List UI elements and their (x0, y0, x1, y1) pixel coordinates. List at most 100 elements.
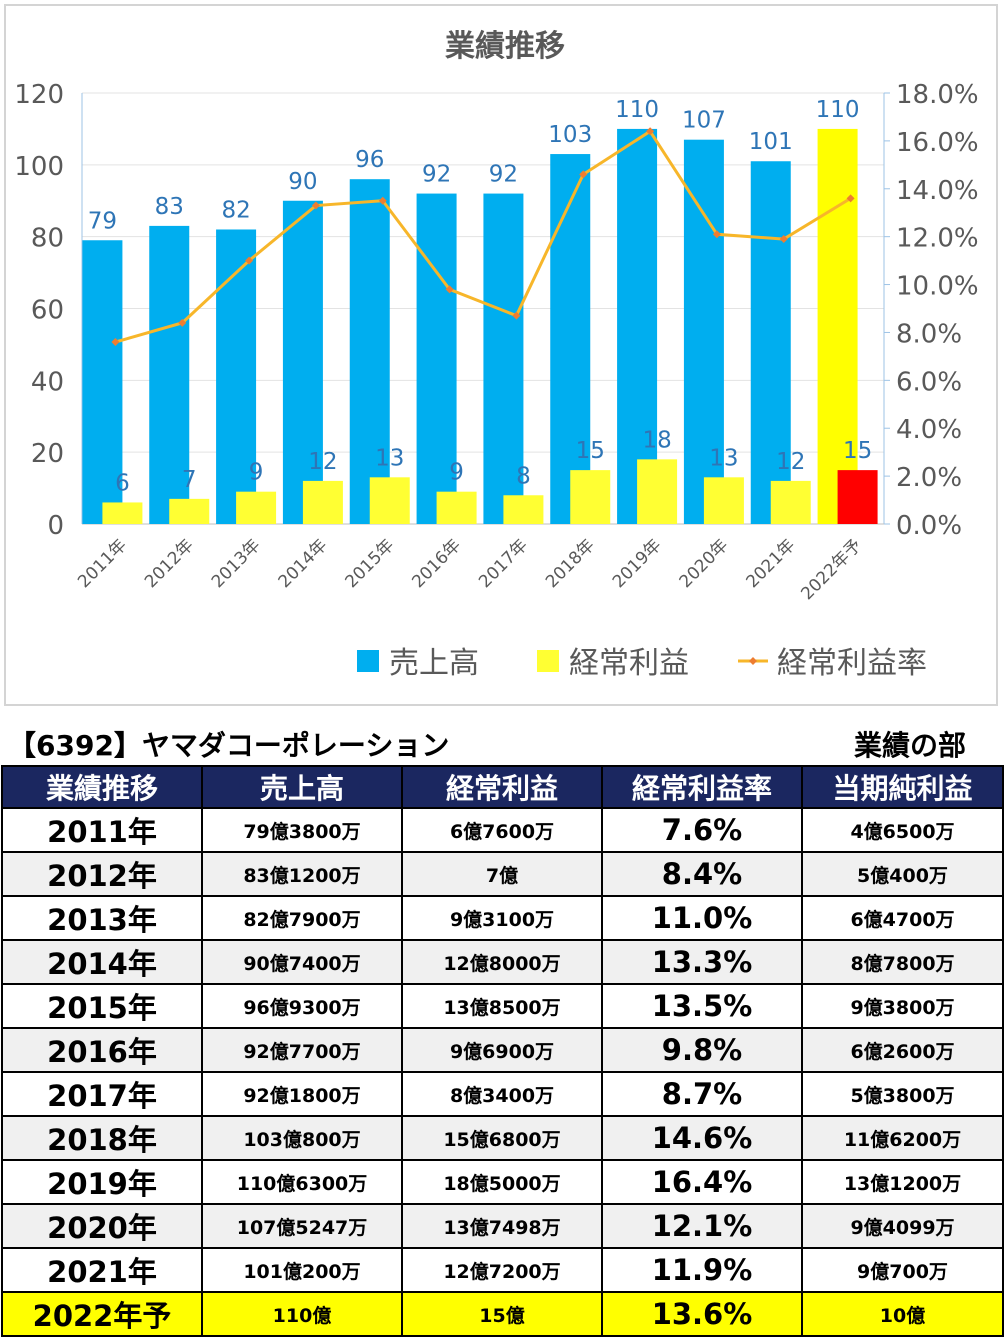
y2-tick-label: 12.0% (896, 224, 979, 254)
ordinary-profit-bar (837, 470, 878, 524)
cell-ordinary-profit: 13億7498万 (401, 1203, 603, 1249)
y-tick-label: 80 (31, 224, 64, 254)
x-tick-label: 2018年 (542, 535, 599, 592)
ordinary-profit-bar (236, 491, 277, 524)
ordinary-margin-point (579, 170, 588, 179)
x-tick-label: 2014年 (275, 535, 332, 592)
x-tick-label: 2015年 (342, 535, 399, 592)
ordinary-margin-point (111, 338, 120, 347)
cell-year: 2013年 (1, 895, 203, 941)
ordinary-profit-bar (703, 477, 744, 524)
cell-ordinary-profit: 12億8000万 (401, 939, 603, 985)
table-row: 2016年 92億7700万 9億6900万 9.8% 6億2600万 (1, 1027, 1004, 1073)
cell-sales: 103億800万 (201, 1115, 403, 1161)
y-tick-label: 60 (31, 296, 64, 326)
ordinary-profit-bar (102, 502, 143, 524)
sales-bar (149, 225, 190, 524)
x-tick-label: 2021年 (743, 535, 800, 592)
header-sales: 売上高 (201, 765, 403, 809)
cell-ordinary-margin: 14.6% (601, 1115, 803, 1161)
table-row: 2019年 110億6300万 18億5000万 16.4% 13億1200万 (1, 1159, 1004, 1205)
table-row: 2015年 96億9300万 13億8500万 13.5% 9億3800万 (1, 983, 1004, 1029)
x-tick-label: 2019年 (609, 535, 666, 592)
cell-year: 2012年 (1, 851, 203, 897)
sales-data-label: 79 (88, 208, 117, 234)
cell-sales: 92億1800万 (201, 1071, 403, 1117)
cell-ordinary-profit: 15億 (401, 1291, 603, 1337)
sales-data-label: 101 (749, 129, 793, 155)
ordinary-profit-data-label: 13 (375, 445, 404, 471)
sales-bar (82, 240, 123, 524)
cell-net-income: 5億3800万 (801, 1071, 1004, 1117)
cell-net-income: 6億2600万 (801, 1027, 1004, 1073)
sales-data-label: 107 (682, 108, 726, 134)
legend-swatch-sales (357, 650, 379, 672)
cell-year: 2022年予 (1, 1291, 203, 1337)
sales-data-label: 103 (548, 122, 592, 148)
sales-bar (750, 161, 791, 524)
cell-ordinary-margin: 7.6% (601, 807, 803, 853)
cell-ordinary-profit: 15億6800万 (401, 1115, 603, 1161)
cell-year: 2017年 (1, 1071, 203, 1117)
table-row: 2020年 107億5247万 13億7498万 12.1% 9億4099万 (1, 1203, 1004, 1249)
cell-ordinary-margin: 16.4% (601, 1159, 803, 1205)
section-label: 業績の部 (853, 729, 966, 762)
company-title: 【6392】ヤマダコーポレーション (8, 729, 450, 762)
cell-ordinary-profit: 6億7600万 (401, 807, 603, 853)
ordinary-profit-bar (503, 495, 544, 524)
sales-data-label: 83 (155, 194, 184, 220)
ordinary-profit-bar (369, 477, 410, 524)
ordinary-profit-data-label: 18 (642, 427, 671, 453)
table-row: 2017年 92億1800万 8億3400万 8.7% 5億3800万 (1, 1071, 1004, 1117)
cell-sales: 96億9300万 (201, 983, 403, 1029)
cell-ordinary-profit: 8億3400万 (401, 1071, 603, 1117)
cell-sales: 101億200万 (201, 1247, 403, 1293)
performance-chart: 業績推移 0 20 40 60 80 100 120 0.0% 2.0% 4.0% 6.0% 8.0% 1… (14, 29, 979, 681)
header-net-income: 当期純利益 (801, 765, 1004, 809)
header-ordinary-profit: 経常利益 (401, 765, 603, 809)
cell-ordinary-profit: 12億7200万 (401, 1247, 603, 1293)
sales-bar (216, 229, 257, 524)
table-row: 2021年 101億200万 12億7200万 11.9% 9億700万 (1, 1247, 1004, 1293)
x-tick-label: 2011年 (74, 535, 131, 592)
legend-label-ordinary-profit: 経常利益 (569, 646, 689, 681)
cell-ordinary-margin: 11.9% (601, 1247, 803, 1293)
cell-net-income: 6億4700万 (801, 895, 1004, 941)
y-tick-label: 100 (14, 152, 64, 182)
ordinary-margin-point (445, 285, 454, 294)
ordinary-profit-bar (169, 498, 210, 524)
cell-net-income: 11億6200万 (801, 1115, 1004, 1161)
cell-net-income: 9億4099万 (801, 1203, 1004, 1249)
cell-year: 2011年 (1, 807, 203, 853)
ordinary-margin-point (512, 311, 521, 320)
cell-ordinary-margin: 13.6% (601, 1291, 803, 1337)
cell-net-income: 8億7800万 (801, 939, 1004, 985)
header-period: 業績推移 (1, 765, 203, 809)
cell-sales: 83億1200万 (201, 851, 403, 897)
legend-label-ordinary-margin: 経常利益率 (777, 646, 927, 681)
cell-ordinary-margin: 8.7% (601, 1071, 803, 1117)
ordinary-profit-data-label: 6 (115, 470, 130, 496)
y2-tick-label: 14.0% (896, 176, 979, 206)
ordinary-margin-point (178, 318, 187, 327)
cell-year: 2020年 (1, 1203, 203, 1249)
sales-data-label: 90 (288, 169, 317, 195)
ordinary-margin-point (378, 196, 387, 205)
cell-ordinary-profit: 7億 (401, 851, 603, 897)
ordinary-profit-data-label: 12 (776, 449, 805, 475)
cell-year: 2014年 (1, 939, 203, 985)
ordinary-margin-point (245, 256, 254, 265)
sales-data-label: 96 (355, 147, 384, 173)
ordinary-margin-point (311, 201, 320, 210)
cell-year: 2015年 (1, 983, 203, 1029)
sales-bar (550, 154, 591, 524)
cell-year: 2018年 (1, 1115, 203, 1161)
cell-ordinary-margin: 9.8% (601, 1027, 803, 1073)
cell-year: 2021年 (1, 1247, 203, 1293)
cell-sales: 92億7700万 (201, 1027, 403, 1073)
table-row: 2012年 83億1200万 7億 8.4% 5億400万 (1, 851, 1004, 897)
table-row: 2014年 90億7400万 12億8000万 13.3% 8億7800万 (1, 939, 1004, 985)
cell-sales: 90億7400万 (201, 939, 403, 985)
y-tick-label: 40 (31, 367, 64, 397)
cell-net-income: 9億700万 (801, 1247, 1004, 1293)
